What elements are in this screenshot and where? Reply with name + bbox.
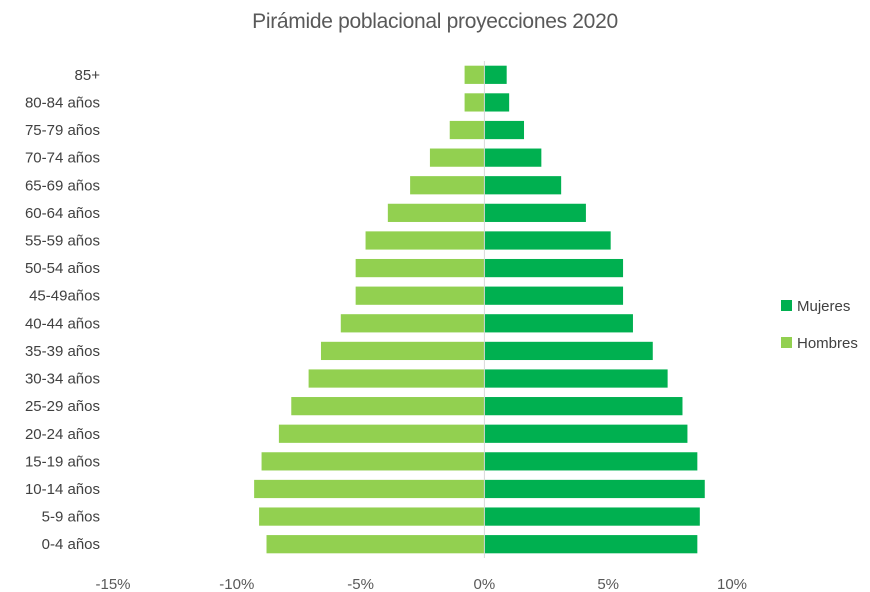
category-labels: 85+ 80-84 años 75-79 años 70-74 años 65-69 a… — [25, 67, 100, 553]
category-label: 55-59 años — [25, 232, 100, 249]
category-label: 50-54 años — [25, 260, 100, 277]
bar-mujeres-1 — [484, 93, 510, 112]
category-label: 5-9 años — [42, 509, 100, 526]
category-label: 85+ — [75, 67, 101, 84]
category-label: 0-4 años — [42, 536, 100, 553]
bar-mujeres-17 — [484, 535, 698, 554]
bar-mujeres-8 — [484, 286, 624, 305]
bar-hombres-15 — [254, 479, 485, 499]
bar-hombres-17 — [266, 535, 485, 554]
legend-label-mujeres: Mujeres — [797, 298, 850, 315]
legend-swatch-mujeres — [781, 300, 792, 311]
bar-mujeres-6 — [484, 231, 611, 250]
bar-mujeres-10 — [484, 341, 653, 361]
legend-swatch-hombres — [781, 337, 792, 348]
bar-hombres-13 — [278, 424, 485, 443]
bar-hombres-3 — [429, 148, 485, 167]
bars-group — [254, 65, 705, 554]
bar-mujeres-9 — [484, 314, 633, 333]
category-label: 30-34 años — [25, 371, 100, 388]
bar-mujeres-13 — [484, 424, 688, 443]
bar-hombres-4 — [410, 176, 485, 195]
bar-hombres-7 — [355, 258, 485, 278]
bar-mujeres-3 — [484, 148, 542, 167]
x-tick-label: -10% — [219, 576, 254, 592]
bar-mujeres-2 — [484, 120, 525, 140]
bar-mujeres-16 — [484, 507, 700, 526]
x-tick-label: 10% — [717, 576, 747, 592]
category-label: 40-44 años — [25, 315, 100, 332]
bar-mujeres-7 — [484, 258, 624, 278]
bar-mujeres-15 — [484, 479, 705, 499]
bar-hombres-8 — [355, 286, 485, 305]
bar-hombres-1 — [464, 93, 485, 112]
bar-mujeres-5 — [484, 203, 586, 222]
bar-hombres-9 — [340, 314, 485, 333]
chart-title: Pirámide poblacional proyecciones 2020 — [252, 10, 618, 33]
bar-mujeres-11 — [484, 369, 668, 388]
bar-hombres-11 — [308, 369, 485, 388]
bar-hombres-0 — [464, 65, 485, 84]
bar-hombres-5 — [387, 203, 485, 222]
category-label: 35-39 años — [25, 343, 100, 360]
legend: Mujeres Hombres — [781, 298, 858, 352]
bar-hombres-16 — [259, 507, 485, 526]
bar-hombres-10 — [320, 341, 485, 361]
category-label: 45-49años — [29, 288, 100, 305]
category-label: 75-79 años — [25, 122, 100, 139]
bar-mujeres-12 — [484, 397, 683, 416]
x-axis-ticks: -15% -10% -5% 0% 5% 10% — [95, 576, 747, 592]
category-label: 10-14 años — [25, 481, 100, 498]
category-label: 20-24 años — [25, 426, 100, 443]
bar-hombres-2 — [449, 120, 485, 140]
bar-hombres-12 — [291, 397, 485, 416]
bar-hombres-6 — [365, 231, 485, 250]
category-label: 25-29 años — [25, 398, 100, 415]
x-tick-label: -15% — [95, 576, 130, 592]
bar-mujeres-0 — [484, 65, 507, 84]
category-label: 15-19 años — [25, 453, 100, 470]
category-label: 60-64 años — [25, 205, 100, 222]
x-tick-label: -5% — [347, 576, 374, 592]
bar-mujeres-4 — [484, 176, 562, 195]
category-label: 65-69 años — [25, 177, 100, 194]
legend-label-hombres: Hombres — [797, 335, 858, 352]
category-label: 70-74 años — [25, 150, 100, 167]
x-tick-label: 5% — [597, 576, 619, 592]
category-label: 80-84 años — [25, 94, 100, 111]
bar-hombres-14 — [261, 452, 485, 471]
x-tick-label: 0% — [474, 576, 496, 592]
bar-mujeres-14 — [484, 452, 698, 471]
